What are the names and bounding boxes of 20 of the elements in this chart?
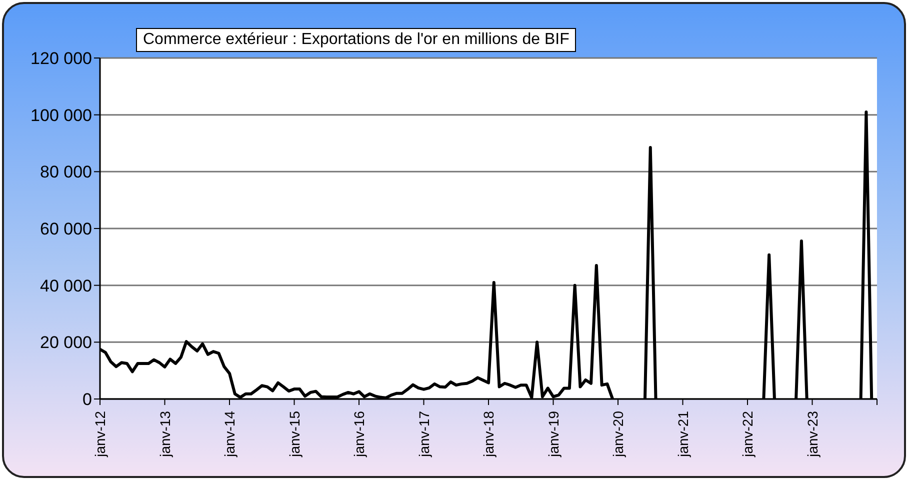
chart-title: Commerce extérieur : Exportations de l'or en millions de BIF	[136, 28, 576, 52]
x-tick-label: janv-22	[740, 410, 756, 458]
x-tick-label: janv-13	[156, 410, 173, 458]
y-tick-label: 40 000	[40, 276, 92, 296]
y-tick-label: 20 000	[40, 333, 92, 352]
x-tick-label: janv-12	[92, 410, 108, 458]
x-tick-label: janv-18	[480, 410, 496, 458]
x-tick-label: janv-15	[286, 410, 302, 458]
x-tick-label: janv-23	[804, 410, 820, 458]
y-tick-label: 80 000	[40, 162, 92, 182]
y-tick-label: 120 000	[30, 49, 92, 68]
x-tick-label: janv-17	[416, 410, 432, 458]
x-tick-label: janv-19	[545, 410, 562, 458]
y-tick-label: 0	[82, 390, 92, 410]
x-tick-label: janv-20	[610, 410, 626, 458]
x-tick-label: janv-16	[351, 410, 367, 458]
x-tick-label: janv-14	[222, 410, 238, 458]
x-tick-label: janv-21	[674, 410, 691, 458]
y-tick-label: 60 000	[40, 220, 92, 239]
y-tick-label: 100 000	[30, 106, 92, 125]
